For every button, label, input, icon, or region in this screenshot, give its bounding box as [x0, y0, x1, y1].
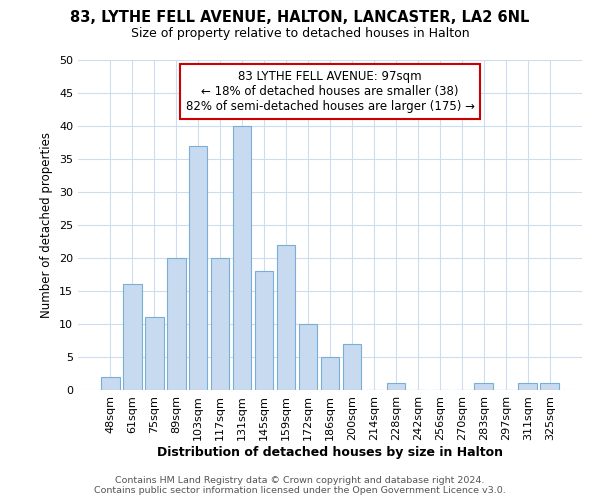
Bar — [233, 126, 251, 390]
Bar — [145, 318, 164, 390]
Bar — [386, 384, 405, 390]
Bar — [211, 258, 229, 390]
Text: 83 LYTHE FELL AVENUE: 97sqm
← 18% of detached houses are smaller (38)
82% of sem: 83 LYTHE FELL AVENUE: 97sqm ← 18% of det… — [185, 70, 475, 113]
Text: Size of property relative to detached houses in Halton: Size of property relative to detached ho… — [131, 28, 469, 40]
Bar — [255, 271, 274, 390]
Text: 83, LYTHE FELL AVENUE, HALTON, LANCASTER, LA2 6NL: 83, LYTHE FELL AVENUE, HALTON, LANCASTER… — [70, 10, 530, 25]
Bar — [475, 384, 493, 390]
Bar — [343, 344, 361, 390]
X-axis label: Distribution of detached houses by size in Halton: Distribution of detached houses by size … — [157, 446, 503, 458]
Text: Contains HM Land Registry data © Crown copyright and database right 2024.
Contai: Contains HM Land Registry data © Crown c… — [94, 476, 506, 495]
Bar — [123, 284, 142, 390]
Bar — [101, 377, 119, 390]
Bar — [320, 357, 340, 390]
Bar — [277, 245, 295, 390]
Bar — [189, 146, 208, 390]
Bar — [167, 258, 185, 390]
Bar — [518, 384, 537, 390]
Bar — [541, 384, 559, 390]
Y-axis label: Number of detached properties: Number of detached properties — [40, 132, 53, 318]
Bar — [299, 324, 317, 390]
